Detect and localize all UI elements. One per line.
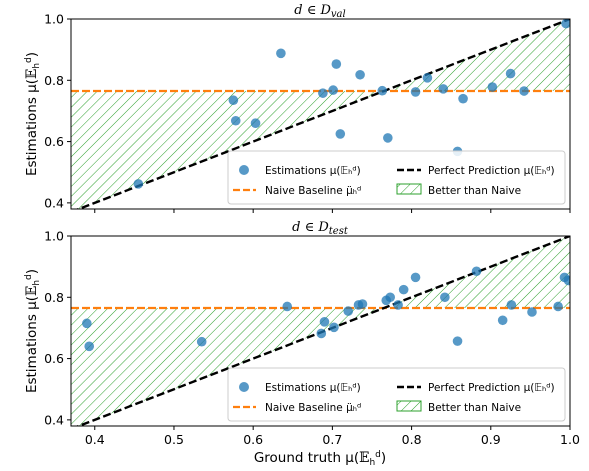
x-tick-label: 0.8 [402,432,422,447]
panel-title-val: d ∈ Dval [294,3,345,20]
better-than-naive-region [71,91,384,209]
better-than-naive-region [71,308,384,426]
plot-frame [70,18,571,210]
y-axis-ticks: 0.4 0.6 0.8 1.0 [44,12,71,210]
y-axis-title: Estimations μ(𝔼hd) [24,52,42,176]
data-point [82,318,92,329]
data-point [343,306,354,316]
estimation-points [133,19,570,189]
y-tick-label: 0.4 [44,195,64,210]
data-point [282,301,293,312]
x-axis-ticks [94,209,571,213]
data-point [553,301,563,312]
data-point [319,317,330,327]
x-tick-label: 0.7 [322,432,342,447]
data-point [519,86,529,96]
x-tick-label: 1.0 [560,432,580,447]
data-point [497,315,508,326]
legend-label-naive: Naive Baseline μ̈ₕᵈ [265,402,361,414]
x-axis-title: Ground truth μ(𝔼hd) [254,450,386,468]
legend-label-better: Better than Naive [428,185,521,197]
legend-label-perfect: Perfect Prediction μ(𝔼ₕᵈ) [428,165,555,177]
legend-label-naive: Naive Baseline μ̈ₕᵈ [265,185,361,197]
data-point [410,272,421,283]
data-point [410,87,421,97]
data-point [383,133,393,143]
data-point [329,322,339,333]
data-point [452,336,463,346]
data-point [527,307,537,317]
perfect-prediction-line [75,19,570,209]
data-point [422,73,433,83]
data-point [385,292,396,303]
data-point [328,85,338,95]
y-tick-label: 0.8 [44,73,64,88]
legend-box [227,150,566,205]
data-point [393,300,403,310]
y-tick-label: 0.4 [44,412,64,427]
y-axis-ticks: 0.4 0.6 0.8 1.0 [44,229,71,427]
y-tick-label: 0.6 [44,351,64,366]
x-tick-label: 0.4 [85,432,105,447]
data-point [196,336,207,347]
legend-marker-better [396,400,422,412]
legend-marker-estimations [239,165,249,175]
data-point [458,93,468,104]
legend-label-estimations: Estimations μ(𝔼ₕᵈ) [265,165,361,177]
x-axis-ticks: 0.4 0.5 0.6 0.7 0.8 0.9 1.0 [85,426,580,447]
panel-val: d ∈ Dval 0.4 0.6 0.8 1.0 Estimations μ(𝔼hd)… [24,3,571,213]
plot-frame [70,235,571,427]
data-point [561,19,570,29]
data-point [316,328,327,339]
x-tick-label: 0.6 [243,432,263,447]
data-point [230,115,241,126]
y-tick-label: 0.6 [44,134,64,149]
y-tick-label: 1.0 [44,12,64,27]
data-point [276,48,286,59]
y-axis-title: Estimations μ(𝔼hd) [24,269,42,393]
data-point [487,82,498,92]
data-point [335,129,346,139]
data-point [563,275,570,286]
legend: Estimations μ(𝔼ₕᵈ) Naive Baseline μ̈ₕᵈ P… [227,367,566,422]
data-point [228,95,239,106]
legend-label-perfect: Perfect Prediction μ(𝔼ₕᵈ) [428,382,555,394]
data-point [318,88,328,98]
legend-label-better: Better than Naive [428,402,521,414]
panel-title-test: d ∈ Dtest [292,220,349,237]
data-point [471,266,482,277]
data-point [357,299,368,309]
legend-marker-estimations [239,382,249,392]
data-point [133,179,144,189]
data-point [398,284,409,295]
legend: Estimations μ(𝔼ₕᵈ) Naive Baseline μ̈ₕᵈ P… [227,150,566,205]
data-point [377,85,388,96]
estimation-points [82,266,570,352]
data-point [505,68,516,79]
legend-box [227,367,566,422]
panel-test: d ∈ Dtest 0.40.60.81.0 0.4 0.5 0.6 0.7 0.8 0.… [24,220,580,468]
legend-label-estimations: Estimations μ(𝔼ₕᵈ) [265,382,361,394]
data-point [438,84,449,94]
y-tick-label: 0.8 [44,290,64,305]
x-tick-label: 0.5 [164,432,184,447]
data-point [331,59,342,69]
x-tick-label: 0.9 [481,432,501,447]
data-point [355,69,365,80]
legend-marker-better [396,183,422,195]
data-point [84,341,95,352]
y-tick-label: 1.0 [44,229,64,244]
data-point [440,292,450,303]
data-point [506,300,517,310]
data-point [250,118,261,128]
